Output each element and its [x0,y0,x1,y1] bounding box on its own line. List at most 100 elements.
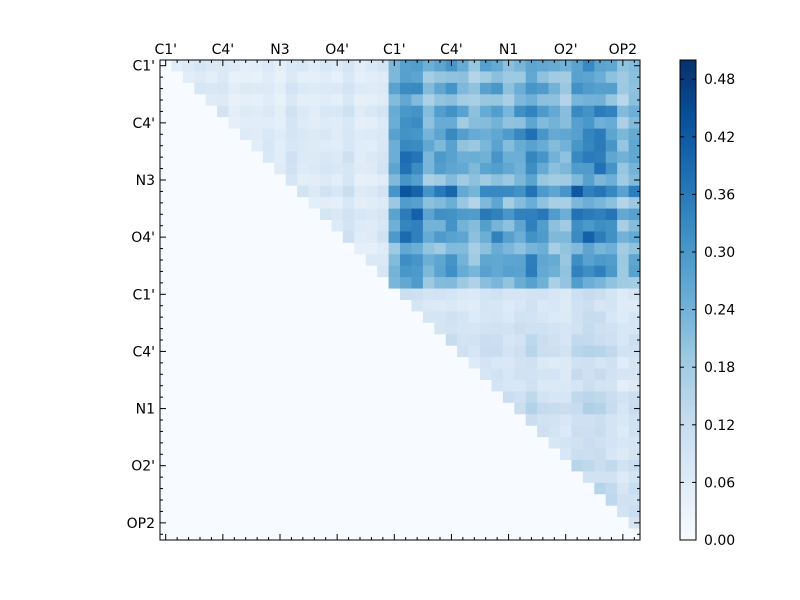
heatmap-cell [491,162,504,175]
heatmap-cell [445,380,458,392]
heatmap-cell [205,414,218,427]
heatmap-cell [308,414,321,427]
heatmap-cell [422,334,435,347]
heatmap-cell [514,242,527,255]
heatmap-cell [160,185,172,198]
heatmap-cell [331,311,344,324]
heatmap-cell [182,151,195,164]
heatmap-cell [445,162,458,175]
heatmap-cell [457,128,469,141]
heatmap-cell [434,197,447,209]
heatmap-cell [285,528,298,541]
heatmap-cell [262,140,275,152]
heatmap-cell [628,494,641,507]
heatmap-cell [285,94,298,107]
heatmap-cell [525,322,538,335]
heatmap-cell [594,288,607,301]
heatmap-cell [400,265,412,278]
heatmap-cell [411,357,424,369]
heatmap-cell [217,322,229,335]
heatmap-cell [297,357,309,369]
heatmap-cell [411,368,424,381]
heatmap-cell [594,517,607,529]
heatmap-cell [240,380,252,392]
heatmap-cell [205,105,218,118]
heatmap-cell [560,482,572,495]
heatmap-cell [548,242,561,255]
heatmap-cell [480,117,492,129]
heatmap-cell [537,162,549,175]
heatmap-cell [388,448,401,461]
heatmap-cell [228,94,241,107]
heatmap-cell [525,300,538,312]
heatmap-cell [605,322,618,335]
heatmap-cell [205,242,218,255]
heatmap-cell [548,437,561,449]
heatmap-cell [171,105,184,118]
heatmap-cell [502,140,515,152]
heatmap-cell [594,368,607,381]
heatmap-cell [617,391,629,404]
heatmap-cell [205,380,218,392]
colorbar-tick-label: 0.36 [704,187,735,203]
heatmap-cell [617,82,629,95]
heatmap-cell [514,220,527,232]
heatmap-cell [194,402,207,415]
heatmap-cell [182,437,195,449]
heatmap-cell [342,494,355,507]
heatmap-cell [468,265,481,278]
heatmap-cell [262,414,275,427]
heatmap-cell [468,220,481,232]
heatmap-cell [457,265,469,278]
heatmap-cell [582,357,595,369]
heatmap-cell [182,300,195,312]
heatmap-cell [342,437,355,449]
heatmap-cell [605,391,618,404]
heatmap-cell [400,425,412,438]
heatmap-cell [400,94,412,107]
heatmap-cell [240,414,252,427]
heatmap-cell [422,494,435,507]
heatmap-cell [594,391,607,404]
heatmap-cell [617,368,629,381]
heatmap-cell [491,220,504,232]
heatmap-cell [217,334,229,347]
heatmap-cell [582,300,595,312]
heatmap-cell [342,300,355,312]
heatmap-cell [388,82,401,95]
heatmap-cell [525,437,538,449]
heatmap-cell [320,185,332,198]
heatmap-cell [331,460,344,472]
heatmap-cell [422,197,435,209]
heatmap-cell [194,71,207,84]
heatmap-cell [365,460,378,472]
heatmap-cell [228,414,241,427]
heatmap-cell [365,220,378,232]
heatmap-cell [365,185,378,198]
heatmap-cell [274,151,287,164]
heatmap-cell [297,494,309,507]
heatmap-cell [228,391,241,404]
heatmap-cell [320,82,332,95]
heatmap-cell [468,311,481,324]
heatmap-cell [285,117,298,129]
heatmap-cell [422,94,435,107]
heatmap-cell [182,105,195,118]
heatmap-cell [617,425,629,438]
heatmap-cell [297,380,309,392]
heatmap-cell [308,437,321,449]
heatmap-cell [182,277,195,289]
heatmap-cell [434,128,447,141]
heatmap-cell [491,448,504,461]
heatmap-cell [228,425,241,438]
heatmap-cell [480,414,492,427]
heatmap-cell [331,448,344,461]
heatmap-cell [457,414,469,427]
heatmap-cell [582,220,595,232]
heatmap-cell [205,528,218,541]
heatmap-cell [285,242,298,255]
heatmap-cell [468,391,481,404]
heatmap-cell [160,494,172,507]
heatmap-cell [205,517,218,529]
heatmap-cell [434,334,447,347]
